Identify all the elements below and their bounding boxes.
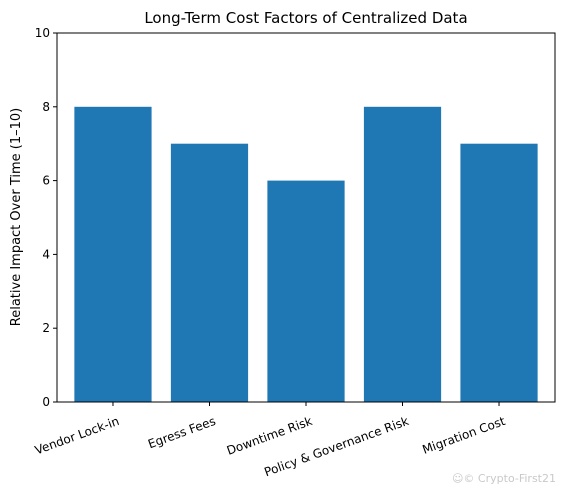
x-tick-label-egress-fees: Egress Fees	[146, 414, 217, 451]
x-tick-label-migration-cost: Migration Cost	[420, 414, 507, 457]
y-axis-label: Relative Impact Over Time (1–10)	[9, 108, 24, 326]
y-tick-label: 2	[42, 321, 50, 335]
watermark: ☺© Crypto-First21	[451, 472, 556, 485]
y-tick-label: 10	[35, 26, 50, 40]
bar-migration-cost	[460, 143, 538, 402]
bar-downtime-risk	[267, 180, 345, 402]
y-tick-label: 8	[42, 100, 50, 114]
x-tick-label-vendor-lock-in: Vendor Lock-in	[33, 414, 121, 457]
plot-frame	[56, 32, 556, 403]
bar-policy-governance-risk	[363, 106, 442, 403]
y-tick-label: 4	[42, 247, 50, 261]
chart-title: Long-Term Cost Factors of Centralized Da…	[144, 9, 467, 27]
bar-vendor-lock-in	[74, 106, 152, 403]
bar-egress-fees	[170, 143, 249, 402]
y-tick-label: 6	[42, 174, 50, 188]
y-tick-label: 0	[42, 395, 50, 409]
